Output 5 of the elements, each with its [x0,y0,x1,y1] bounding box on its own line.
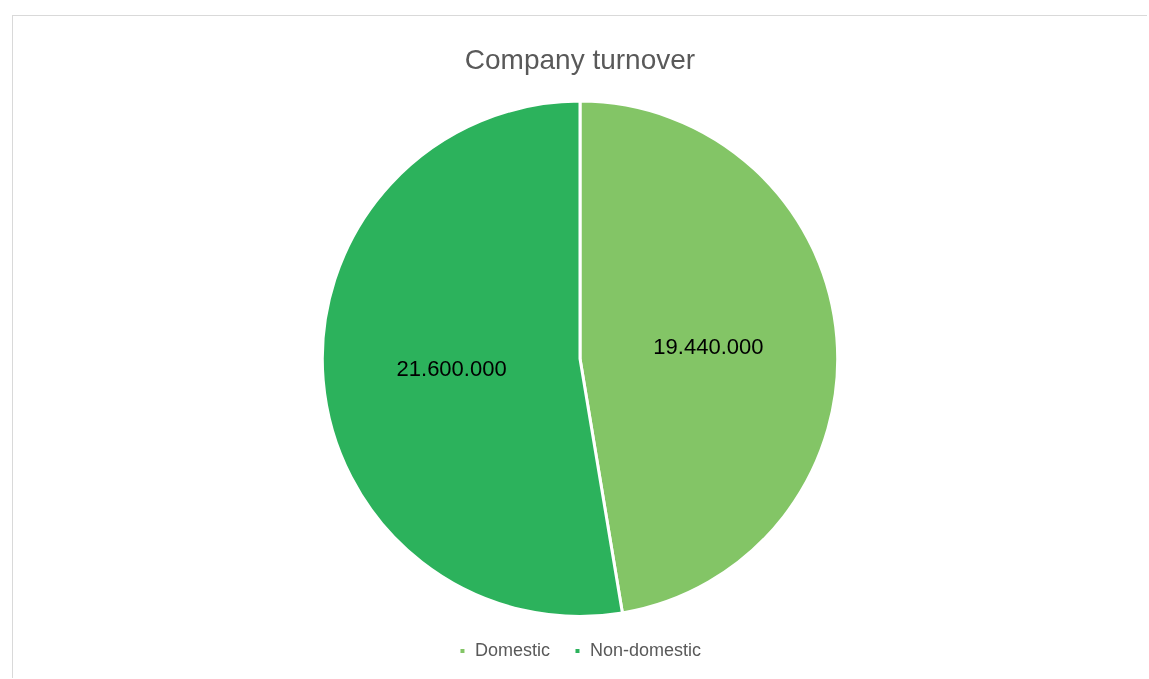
chart-title: Company turnover [464,43,696,75]
legend-label: Domestic [474,639,550,660]
data-label: 19.440.000 [653,334,764,360]
data-label: 21.600.000 [396,355,507,381]
legend-label: Non-domestic [589,639,702,660]
